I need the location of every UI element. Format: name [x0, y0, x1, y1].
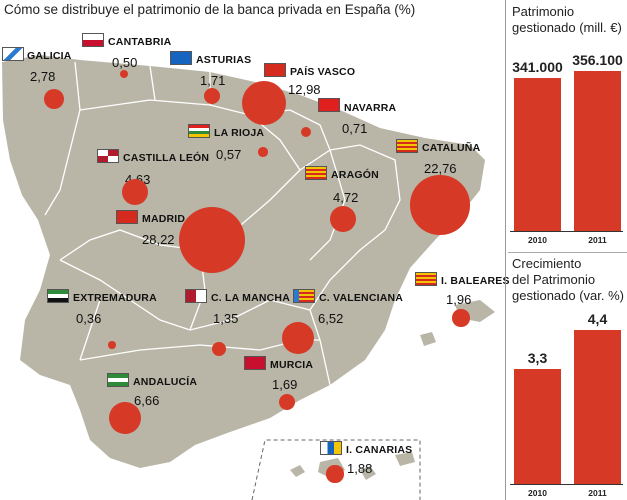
region-value: 1,88: [347, 461, 373, 476]
region-value: 6,66: [134, 393, 160, 408]
ibiza-shape: [420, 332, 436, 346]
region-bubble: [329, 205, 357, 233]
region-bubble: [452, 309, 470, 327]
region-bubble: [410, 175, 470, 235]
baleares-flag-icon: [415, 272, 437, 286]
region-name: CANTABRIA: [108, 36, 172, 48]
panel-patrimonio: Patrimonio gestionado (mill. €) 341.000 2…: [508, 0, 627, 258]
region-bubble: [282, 322, 314, 354]
region-bubble: [179, 207, 245, 273]
la-rioja-flag-icon: [188, 124, 210, 138]
region-value: 1,35: [213, 311, 239, 326]
region-bubble: [108, 341, 116, 349]
andalucia-flag-icon: [107, 373, 129, 387]
canarias-shape: [290, 452, 415, 480]
bar-value-label: 356.100: [572, 52, 623, 68]
bar-axis: [510, 231, 623, 232]
galicia-flag-icon: [2, 47, 24, 61]
bar-2010: [514, 368, 561, 484]
region-name: I. BALEARES: [441, 275, 510, 287]
bar-2011: [574, 71, 621, 231]
region-name: LA RIOJA: [214, 127, 265, 139]
region-value: 4,72: [333, 190, 359, 205]
region-value: 28,22: [142, 232, 175, 247]
region-value: 6,52: [318, 311, 344, 326]
region-value: 1,69: [272, 377, 298, 392]
region-value: 0,36: [76, 311, 102, 326]
region-name: ARAGÓN: [331, 169, 379, 181]
region-bubble: [241, 80, 287, 126]
region-name: PAÍS VASCO: [290, 66, 356, 78]
spain-map: [2, 55, 495, 500]
region-name: GALICIA: [27, 50, 72, 62]
region-value: 0,71: [342, 121, 368, 136]
bar-category-label: 2010: [528, 488, 547, 498]
bar-value-label: 4,4: [587, 311, 608, 327]
region-value: 22,76: [424, 161, 457, 176]
region-name: C. LA MANCHA: [211, 292, 291, 304]
panel-crecimiento: Crecimiento del Patrimonio gestionado (v…: [508, 254, 627, 500]
region-name: ANDALUCÍA: [133, 376, 198, 388]
region-name: CASTILLA LEÓN: [123, 152, 210, 164]
region-name: MURCIA: [270, 359, 314, 371]
region-value: 2,78: [30, 69, 56, 84]
region-name: NAVARRA: [344, 102, 397, 114]
region-name: CATALUÑA: [422, 142, 481, 154]
region-bubble: [258, 147, 268, 157]
asturias-flag-icon: [170, 51, 192, 65]
bar-value-label: 341.000: [512, 58, 563, 75]
region-value: 0,57: [216, 147, 242, 162]
map-title: Cómo se distribuye el patrimonio de la b…: [4, 2, 416, 17]
side-divider: [505, 0, 506, 500]
cantabria-flag-icon: [82, 33, 104, 47]
region-bubble: [300, 126, 312, 138]
bar-2010: [514, 77, 561, 231]
murcia-flag-icon: [244, 356, 266, 370]
bar-axis: [510, 484, 623, 485]
region-name: ASTURIAS: [196, 54, 252, 66]
extremadura-flag-icon: [47, 289, 69, 303]
region-bubble: [108, 401, 142, 435]
region-bubble: [211, 341, 227, 357]
castilla-leon-flag-icon: [97, 149, 119, 163]
valencia-flag-icon: [293, 289, 315, 303]
navarra-flag-icon: [318, 98, 340, 112]
region-bubble: [278, 393, 296, 411]
bar-2011: [574, 330, 621, 484]
panel-patrimonio-title: Patrimonio gestionado (mill. €): [512, 4, 622, 35]
region-value: 0,50: [112, 55, 138, 70]
panel-crecimiento-title: Crecimiento del Patrimonio gestionado (v…: [512, 256, 625, 303]
region-bubble: [203, 87, 221, 105]
region-name: C. VALENCIANA: [319, 292, 404, 304]
spain-mainland-shape: [2, 55, 485, 468]
region-value: 1,96: [446, 292, 472, 307]
region-bubble: [326, 465, 344, 483]
region-name: I. CANARIAS: [346, 444, 413, 456]
cataluna-flag-icon: [396, 139, 418, 153]
madrid-flag-icon: [116, 210, 138, 224]
bar-category-label: 2010: [528, 235, 547, 245]
region-bubble: [121, 178, 149, 206]
bar-value-label: 3,3: [527, 349, 548, 366]
region-bubble: [119, 69, 129, 79]
region-value: 1,71: [200, 73, 226, 88]
canarias-flag-icon: [320, 441, 342, 455]
bar-category-label: 2011: [588, 235, 607, 245]
region-bubble: [43, 88, 65, 110]
castilla-la-mancha-flag-icon: [185, 289, 207, 303]
region-name: EXTREMADURA: [73, 292, 157, 304]
region-name: MADRID: [142, 213, 186, 225]
panel-separator: [508, 252, 627, 253]
pais-vasco-flag-icon: [264, 63, 286, 77]
aragon-flag-icon: [305, 166, 327, 180]
canarias-inset-frame: [251, 439, 421, 500]
map-panel: Cómo se distribuye el patrimonio de la b…: [2, 2, 510, 500]
region-value: 12,98: [288, 82, 321, 97]
bar-category-label: 2011: [588, 488, 607, 498]
